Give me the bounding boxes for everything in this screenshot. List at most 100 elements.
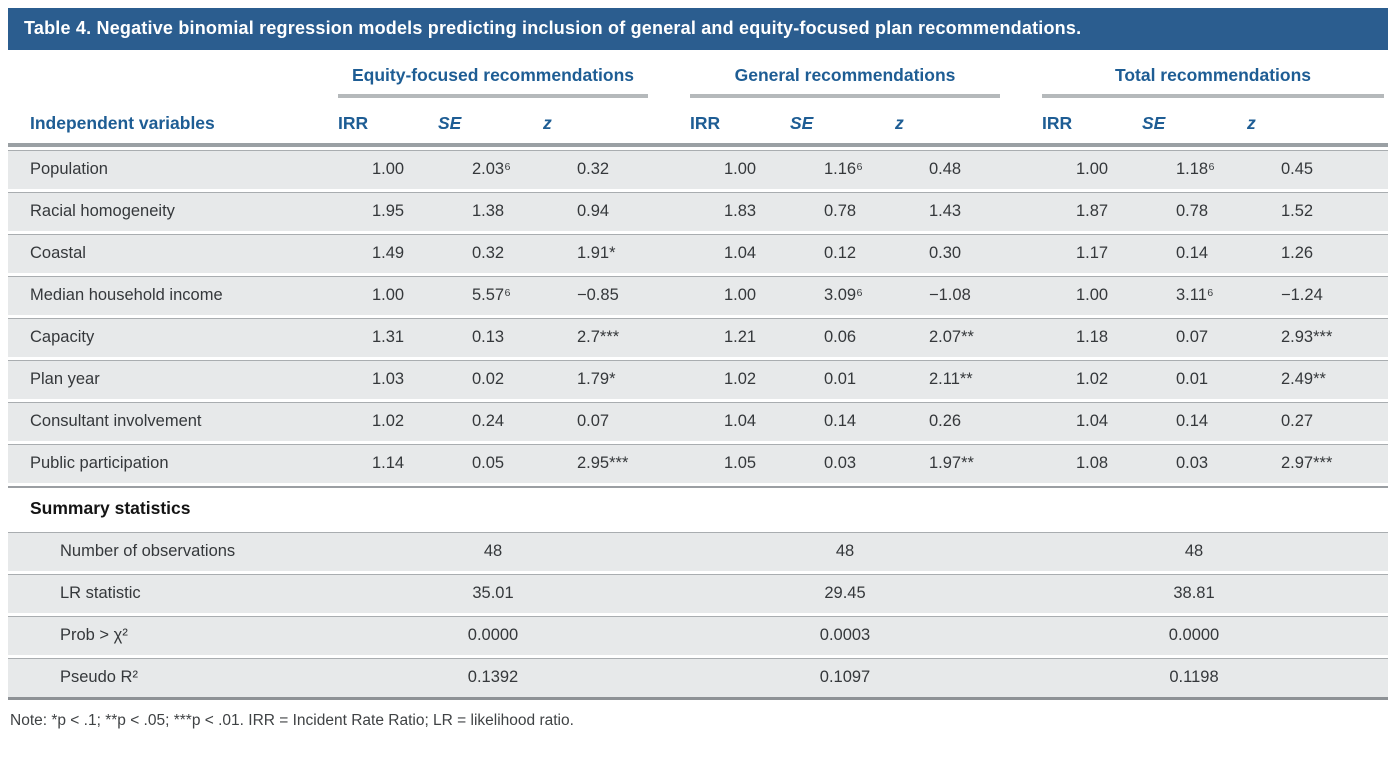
cell: 0.02 xyxy=(438,359,543,399)
cell: 1.00 xyxy=(1042,149,1142,189)
summary-value: 0.1392 xyxy=(338,657,690,700)
summary-value: 48 xyxy=(338,531,690,571)
cell: 5.57⁶ xyxy=(438,275,543,315)
cell: 2.07** xyxy=(895,317,1042,357)
cell: 1.08 xyxy=(1042,443,1142,483)
summary-value: 48 xyxy=(1042,531,1388,571)
cell: 0.45 xyxy=(1247,149,1388,189)
cell: 1.83 xyxy=(690,191,790,231)
cell: 1.52 xyxy=(1247,191,1388,231)
summary-section-header-row: Summary statistics xyxy=(8,485,1388,529)
row-label: Prob > χ² xyxy=(8,615,338,655)
cell: 0.48 xyxy=(895,149,1042,189)
row-label: Population xyxy=(8,149,338,189)
row-label: Coastal xyxy=(8,233,338,273)
table-title-bar: Table 4. Negative binomial regression mo… xyxy=(8,8,1388,50)
summary-row-observations: Number of observations 48 48 48 xyxy=(8,531,1388,571)
table-title: Table 4. Negative binomial regression mo… xyxy=(24,18,1082,38)
cell: 1.49 xyxy=(338,233,438,273)
cell: 1.00 xyxy=(1042,275,1142,315)
cell: −1.08 xyxy=(895,275,1042,315)
group-header-total: Total recommendations xyxy=(1042,56,1384,98)
summary-value: 48 xyxy=(690,531,1042,571)
cell: 0.14 xyxy=(790,401,895,441)
cell: 0.12 xyxy=(790,233,895,273)
group-header-general: General recommendations xyxy=(690,56,1000,98)
col-header-irr: IRR xyxy=(1042,101,1142,147)
group-header-row: Equity-focused recommendations General r… xyxy=(8,56,1388,98)
cell: 1.87 xyxy=(1042,191,1142,231)
table-row-capacity: Capacity 1.31 0.13 2.7*** 1.21 0.06 2.07… xyxy=(8,317,1388,357)
cell: 0.03 xyxy=(790,443,895,483)
row-label: Number of observations xyxy=(8,531,338,571)
cell: 0.06 xyxy=(790,317,895,357)
summary-value: 35.01 xyxy=(338,573,690,613)
col-header-z: z xyxy=(895,101,1042,147)
table-row-plan-year: Plan year 1.03 0.02 1.79* 1.02 0.01 2.11… xyxy=(8,359,1388,399)
table-row-coastal: Coastal 1.49 0.32 1.91* 1.04 0.12 0.30 1… xyxy=(8,233,1388,273)
cell: 0.07 xyxy=(1142,317,1247,357)
cell: 3.11⁶ xyxy=(1142,275,1247,315)
table-row-median-household-income: Median household income 1.00 5.57⁶ −0.85… xyxy=(8,275,1388,315)
cell: 1.18 xyxy=(1042,317,1142,357)
cell: 1.38 xyxy=(438,191,543,231)
cell: −1.24 xyxy=(1247,275,1388,315)
row-label: Pseudo R² xyxy=(8,657,338,700)
col-header-se: SE xyxy=(1142,101,1247,147)
cell: 1.02 xyxy=(1042,359,1142,399)
cell: 2.95*** xyxy=(543,443,690,483)
cell: 1.14 xyxy=(338,443,438,483)
cell: 2.11** xyxy=(895,359,1042,399)
cell: 1.16⁶ xyxy=(790,149,895,189)
cell: 1.02 xyxy=(690,359,790,399)
cell: 1.91* xyxy=(543,233,690,273)
cell: 1.00 xyxy=(690,149,790,189)
row-label: Consultant involvement xyxy=(8,401,338,441)
cell: 0.07 xyxy=(543,401,690,441)
summary-value: 0.0000 xyxy=(1042,615,1388,655)
cell: −0.85 xyxy=(543,275,690,315)
cell: 0.32 xyxy=(543,149,690,189)
summary-row-lr-statistic: LR statistic 35.01 29.45 38.81 xyxy=(8,573,1388,613)
summary-section-header: Summary statistics xyxy=(8,485,1388,529)
cell: 1.05 xyxy=(690,443,790,483)
summary-value: 29.45 xyxy=(690,573,1042,613)
summary-value: 0.0003 xyxy=(690,615,1042,655)
row-label: LR statistic xyxy=(8,573,338,613)
regression-table: Equity-focused recommendations General r… xyxy=(8,53,1388,703)
cell: 0.26 xyxy=(895,401,1042,441)
cell: 1.97** xyxy=(895,443,1042,483)
table-note: Note: *p < .1; **p < .05; ***p < .01. IR… xyxy=(10,711,574,729)
summary-row-prob-chi2: Prob > χ² 0.0000 0.0003 0.0000 xyxy=(8,615,1388,655)
cell: 1.17 xyxy=(1042,233,1142,273)
cell: 0.30 xyxy=(895,233,1042,273)
table-row-racial-homogeneity: Racial homogeneity 1.95 1.38 0.94 1.83 0… xyxy=(8,191,1388,231)
summary-row-pseudo-r2: Pseudo R² 0.1392 0.1097 0.1198 xyxy=(8,657,1388,700)
table-row-population: Population 1.00 2.03⁶ 0.32 1.00 1.16⁶ 0.… xyxy=(8,149,1388,189)
cell: 1.03 xyxy=(338,359,438,399)
cell: 1.00 xyxy=(690,275,790,315)
col-header-se: SE xyxy=(790,101,895,147)
cell: 2.97*** xyxy=(1247,443,1388,483)
cell: 1.95 xyxy=(338,191,438,231)
col-header-z: z xyxy=(543,101,690,147)
cell: 1.04 xyxy=(690,401,790,441)
summary-value: 0.1097 xyxy=(690,657,1042,700)
cell: 1.26 xyxy=(1247,233,1388,273)
cell: 0.78 xyxy=(1142,191,1247,231)
cell: 1.79* xyxy=(543,359,690,399)
cell: 0.14 xyxy=(1142,401,1247,441)
cell: 2.03⁶ xyxy=(438,149,543,189)
cell: 0.13 xyxy=(438,317,543,357)
cell: 0.01 xyxy=(1142,359,1247,399)
cell: 0.05 xyxy=(438,443,543,483)
cell: 1.18⁶ xyxy=(1142,149,1247,189)
cell: 0.03 xyxy=(1142,443,1247,483)
table-row-consultant-involvement: Consultant involvement 1.02 0.24 0.07 1.… xyxy=(8,401,1388,441)
cell: 0.78 xyxy=(790,191,895,231)
cell: 1.00 xyxy=(338,149,438,189)
table-row-public-participation: Public participation 1.14 0.05 2.95*** 1… xyxy=(8,443,1388,483)
row-label: Racial homogeneity xyxy=(8,191,338,231)
summary-value: 0.1198 xyxy=(1042,657,1388,700)
